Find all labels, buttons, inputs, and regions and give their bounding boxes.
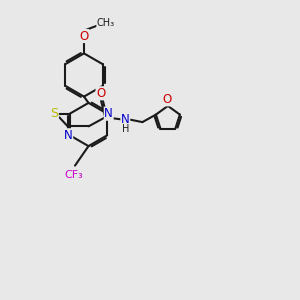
Text: CF₃: CF₃	[64, 169, 83, 180]
Text: O: O	[163, 93, 172, 106]
Text: H: H	[122, 124, 129, 134]
Text: N: N	[64, 129, 73, 142]
Text: N: N	[121, 112, 130, 126]
Text: O: O	[96, 87, 105, 100]
Text: S: S	[50, 107, 58, 120]
Text: N: N	[104, 107, 113, 120]
Text: O: O	[80, 29, 88, 43]
Text: CH₃: CH₃	[97, 18, 115, 28]
